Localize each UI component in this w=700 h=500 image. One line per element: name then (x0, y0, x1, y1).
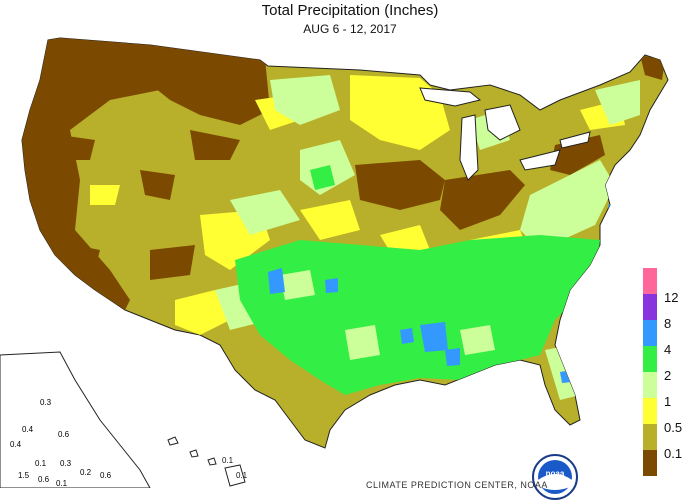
alaska-label: 0.4 (10, 440, 22, 449)
alaska-inset: 0.3 0.4 0.6 0.3 0.4 0.1 0.6 0.2 1.5 0.6 … (0, 351, 151, 488)
legend-entry: 1 (640, 394, 700, 424)
moderate-rain-patch (280, 270, 495, 360)
legend-swatch (643, 346, 657, 372)
alaska-label: 0.6 (58, 430, 70, 439)
legend-entry: 0.5 (640, 420, 700, 450)
hawaii-inset: 0.1 0.1 (167, 436, 248, 487)
legend-entry: 8 (640, 316, 700, 346)
legend-swatch (643, 294, 657, 320)
legend: 12 8 4 2 1 0.5 0.1 (640, 268, 700, 488)
legend-label: 2 (664, 368, 672, 383)
noaa-logo-icon: noaa (532, 454, 578, 500)
hawaii-label: 0.1 (236, 471, 248, 480)
alaska-label: 0.6 (38, 475, 50, 484)
map-subtitle: AUG 6 - 12, 2017 (303, 22, 397, 36)
legend-label: 8 (664, 316, 672, 331)
legend-label: 1 (664, 394, 672, 409)
legend-swatch (643, 320, 657, 346)
legend-entry: 0.1 (640, 446, 700, 476)
alaska-label: 0.4 (22, 425, 34, 434)
alaska-label: 0.2 (80, 468, 92, 477)
alaska-label: 0.6 (100, 471, 112, 480)
legend-entry: 12 (640, 290, 700, 320)
precipitation-map: 0.3 0.4 0.6 0.3 0.4 0.1 0.6 0.2 1.5 0.6 … (0, 37, 669, 488)
hawaii-label: 0.1 (222, 456, 234, 465)
legend-swatch (643, 398, 657, 424)
alaska-label: 0.1 (56, 479, 68, 488)
map-title: Total Precipitation (Inches) (261, 2, 439, 19)
logo-text: noaa (546, 469, 565, 478)
alaska-label: 0.1 (35, 459, 47, 468)
legend-entry: 4 (640, 342, 700, 372)
alaska-label: 1.5 (18, 471, 30, 480)
dry-region (22, 38, 665, 320)
legend-swatch (643, 372, 657, 398)
credit-text: CLIMATE PREDICTION CENTER, NOAA (366, 480, 548, 490)
legend-entry (640, 268, 700, 294)
legend-swatch (643, 450, 657, 476)
legend-label: 4 (664, 342, 672, 357)
legend-entry: 2 (640, 368, 700, 398)
great-lakes (419, 87, 591, 181)
alaska-label: 0.3 (40, 398, 52, 407)
legend-swatch (643, 268, 657, 294)
alaska-label: 0.3 (60, 459, 72, 468)
legend-swatch (643, 424, 657, 450)
legend-label: 12 (664, 290, 679, 305)
legend-label: 0.5 (664, 420, 683, 435)
heavy-rain-region (235, 165, 600, 395)
legend-label: 0.1 (664, 446, 683, 461)
